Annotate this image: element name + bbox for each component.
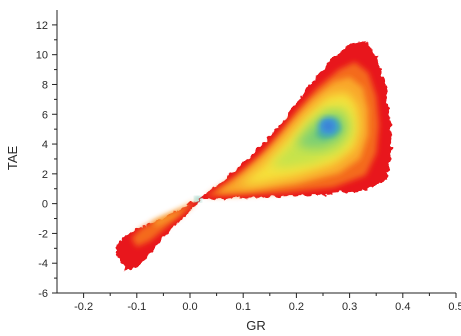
density-band-red-lower — [115, 198, 201, 271]
y-tick-label: 6 — [42, 109, 48, 121]
y-tick-label: 2 — [42, 169, 48, 181]
x-tick-label: 0.4 — [395, 301, 410, 313]
x-tick-label: 0.3 — [342, 301, 357, 313]
x-tick-label: 0.1 — [236, 301, 251, 313]
x-tick-label: 0.0 — [182, 301, 197, 313]
density-cloud — [115, 41, 393, 271]
y-axis-title: TAE — [5, 146, 20, 171]
y-tick-label: 0 — [42, 199, 48, 211]
density-pinch-spot — [194, 196, 201, 202]
y-tick-label: 8 — [42, 79, 48, 91]
x-axis-title: GR — [246, 318, 266, 333]
x-tick-label: -0.2 — [74, 301, 93, 313]
y-tick-label: -2 — [38, 228, 48, 240]
density-peak-core — [323, 121, 334, 132]
y-axis-ticks: -6 -4 -2 0 2 4 6 8 10 12 — [36, 20, 57, 300]
density-band-orange-lower — [131, 199, 198, 247]
x-axis-ticks: -0.2 -0.1 0.0 0.1 0.2 0.3 0.4 0.5 — [74, 293, 461, 313]
axes — [56, 10, 456, 294]
x-tick-label: 0.5 — [448, 301, 461, 313]
y-tick-label: 10 — [36, 50, 48, 62]
y-tick-label: 12 — [36, 20, 48, 32]
y-tick-label: -6 — [38, 288, 48, 300]
x-tick-label: -0.1 — [127, 301, 146, 313]
density-band-amber-lower — [150, 200, 197, 226]
y-tick-label: -4 — [38, 258, 48, 270]
x-tick-label: 0.2 — [289, 301, 304, 313]
y-tick-label: 4 — [42, 139, 48, 151]
